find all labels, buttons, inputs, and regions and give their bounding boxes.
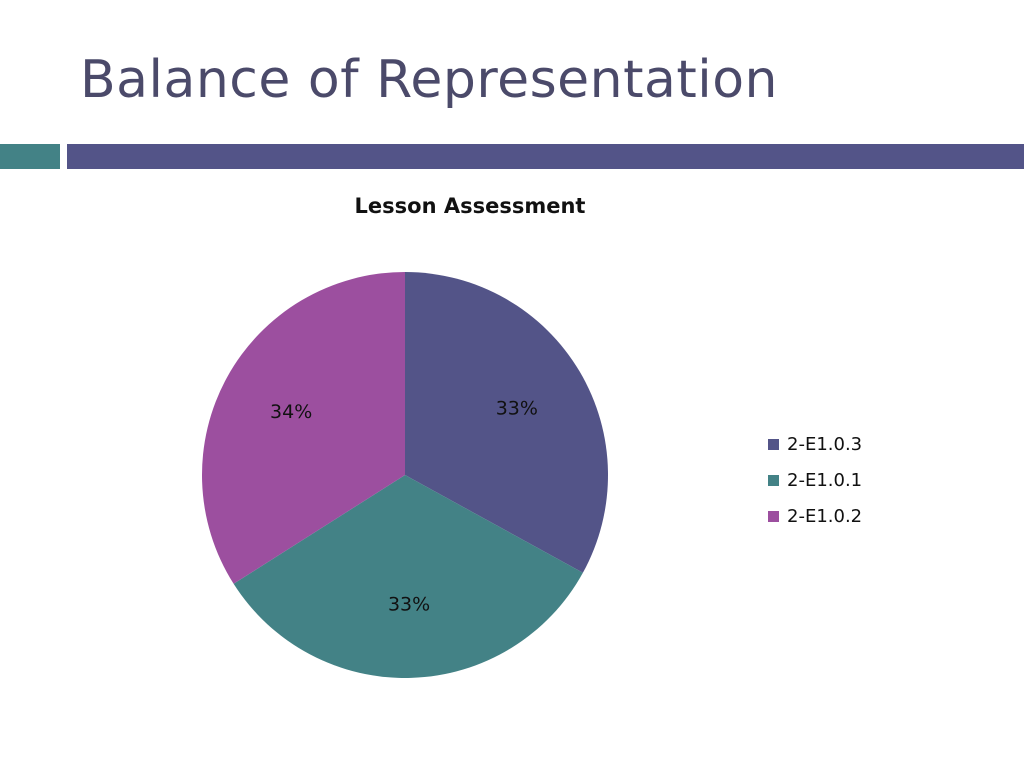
pie-slice-2-E1.0.1 bbox=[233, 475, 583, 678]
legend-item: 2-E1.0.3 bbox=[768, 426, 862, 462]
legend-label: 2-E1.0.3 bbox=[787, 433, 863, 455]
legend-item: 2-E1.0.1 bbox=[768, 462, 862, 498]
slide-title: Balance of Representation bbox=[80, 50, 778, 110]
title-accent-bar-left bbox=[0, 144, 60, 169]
slice-label-2-E1.0.1: 33% bbox=[388, 593, 430, 615]
chart-title: Lesson Assessment bbox=[354, 194, 586, 218]
pie-slice-2-E1.0.2 bbox=[201, 272, 405, 584]
legend-label: 2-E1.0.1 bbox=[787, 469, 863, 491]
slice-label-2-E1.0.2: 34% bbox=[270, 401, 312, 423]
legend-swatch bbox=[768, 510, 779, 522]
legend-swatch bbox=[768, 474, 779, 486]
legend-item: 2-E1.0.2 bbox=[768, 498, 862, 534]
title-accent-bar-right bbox=[67, 144, 1024, 169]
pie-slice-2-E1.0.3 bbox=[405, 272, 608, 573]
legend-label: 2-E1.0.2 bbox=[787, 505, 863, 527]
slice-label-2-E1.0.3: 33% bbox=[496, 397, 538, 419]
legend-swatch bbox=[768, 438, 779, 450]
chart-legend: 2-E1.0.3 2-E1.0.1 2-E1.0.2 bbox=[768, 426, 862, 534]
